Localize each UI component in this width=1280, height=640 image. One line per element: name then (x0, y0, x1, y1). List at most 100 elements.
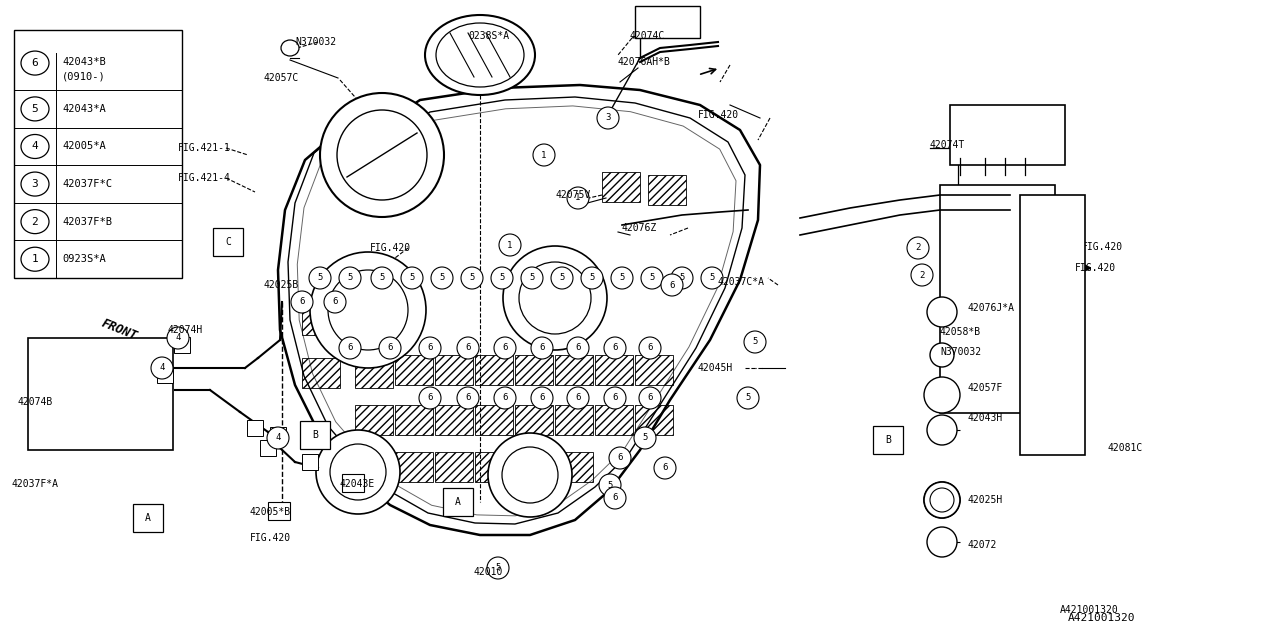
Text: 6: 6 (428, 344, 433, 353)
Text: FIG.421-1: FIG.421-1 (178, 143, 230, 153)
Ellipse shape (494, 387, 516, 409)
Ellipse shape (634, 427, 657, 449)
Text: 42075V: 42075V (556, 190, 590, 200)
Text: 3: 3 (605, 113, 611, 122)
Ellipse shape (401, 267, 422, 289)
Text: 0238S*A: 0238S*A (468, 31, 509, 41)
Text: 5: 5 (620, 273, 625, 282)
Text: FIG.420: FIG.420 (698, 110, 739, 120)
Bar (475, 355, 513, 385)
Bar (1020, 195, 1085, 455)
Text: 1: 1 (541, 150, 547, 159)
Text: 42037F*C: 42037F*C (61, 179, 113, 189)
Ellipse shape (567, 337, 589, 359)
Text: 42057C: 42057C (264, 73, 300, 83)
Text: 6: 6 (388, 344, 393, 353)
Text: 5: 5 (495, 563, 500, 573)
Ellipse shape (499, 234, 521, 256)
Text: 1: 1 (507, 241, 513, 250)
Ellipse shape (379, 337, 401, 359)
Ellipse shape (166, 327, 189, 349)
Text: 5: 5 (589, 273, 595, 282)
Text: 4: 4 (175, 333, 180, 342)
Text: C: C (225, 237, 230, 247)
Ellipse shape (604, 387, 626, 409)
Ellipse shape (671, 267, 692, 289)
Bar (435, 405, 474, 435)
Text: A421001320: A421001320 (1060, 605, 1119, 615)
Text: N370032: N370032 (940, 347, 982, 357)
Text: 2: 2 (915, 243, 920, 253)
Text: 4: 4 (32, 141, 38, 152)
Text: 4: 4 (159, 364, 165, 372)
Ellipse shape (531, 387, 553, 409)
Bar (940, 185, 1055, 413)
Text: 4: 4 (275, 433, 280, 442)
Ellipse shape (581, 267, 603, 289)
Ellipse shape (604, 487, 626, 509)
Ellipse shape (316, 430, 399, 514)
Bar (14, 30, 182, 278)
Text: 6: 6 (575, 394, 581, 403)
Text: 6: 6 (612, 344, 618, 353)
Text: 5: 5 (439, 273, 444, 282)
Text: FIG.421-4: FIG.421-4 (178, 173, 230, 183)
Text: 6: 6 (347, 344, 353, 353)
Ellipse shape (532, 144, 556, 166)
Text: 42074H: 42074H (168, 325, 204, 335)
Text: 6: 6 (575, 344, 581, 353)
Ellipse shape (911, 264, 933, 286)
Bar (355, 405, 393, 435)
Ellipse shape (339, 267, 361, 289)
Text: A: A (145, 513, 151, 523)
Ellipse shape (639, 387, 660, 409)
Text: N370032: N370032 (294, 37, 337, 47)
Text: 1: 1 (575, 193, 581, 202)
Text: 42043H: 42043H (968, 413, 1004, 423)
Text: FIG.420: FIG.420 (370, 243, 411, 253)
Text: A: A (456, 497, 461, 507)
Ellipse shape (457, 387, 479, 409)
Bar (268, 502, 291, 520)
Bar (475, 452, 513, 482)
Bar (302, 305, 340, 335)
Ellipse shape (599, 474, 621, 496)
Bar (515, 405, 553, 435)
Bar (396, 355, 433, 385)
Text: 6: 6 (648, 344, 653, 353)
Bar (174, 337, 189, 353)
Bar (260, 440, 276, 456)
Text: 42037C*A: 42037C*A (718, 277, 765, 287)
Bar (435, 452, 474, 482)
Text: 0923S*A: 0923S*A (61, 254, 106, 264)
Bar (556, 452, 593, 482)
Bar (342, 474, 364, 492)
Text: 42043*B: 42043*B (61, 57, 106, 67)
Text: 5: 5 (499, 273, 504, 282)
Text: 42058*B: 42058*B (940, 327, 982, 337)
Ellipse shape (924, 377, 960, 413)
Bar (635, 405, 673, 435)
Text: 5: 5 (470, 273, 475, 282)
Bar (475, 405, 513, 435)
Text: 6: 6 (466, 394, 471, 403)
Text: 42025B: 42025B (264, 280, 300, 290)
Bar (595, 405, 634, 435)
Text: 6: 6 (648, 394, 653, 403)
Ellipse shape (339, 337, 361, 359)
Text: (0910-): (0910-) (61, 72, 106, 82)
Text: 5: 5 (347, 273, 353, 282)
Text: 5: 5 (530, 273, 535, 282)
Ellipse shape (457, 337, 479, 359)
Ellipse shape (567, 187, 589, 209)
Ellipse shape (701, 267, 723, 289)
Text: 42076AH*B: 42076AH*B (618, 57, 671, 67)
Bar (635, 355, 673, 385)
Text: 6: 6 (428, 394, 433, 403)
Bar (270, 427, 285, 443)
Text: 5: 5 (32, 104, 38, 114)
Bar (355, 452, 393, 482)
Text: 6: 6 (612, 493, 618, 502)
Text: 5: 5 (649, 273, 654, 282)
Ellipse shape (927, 527, 957, 557)
